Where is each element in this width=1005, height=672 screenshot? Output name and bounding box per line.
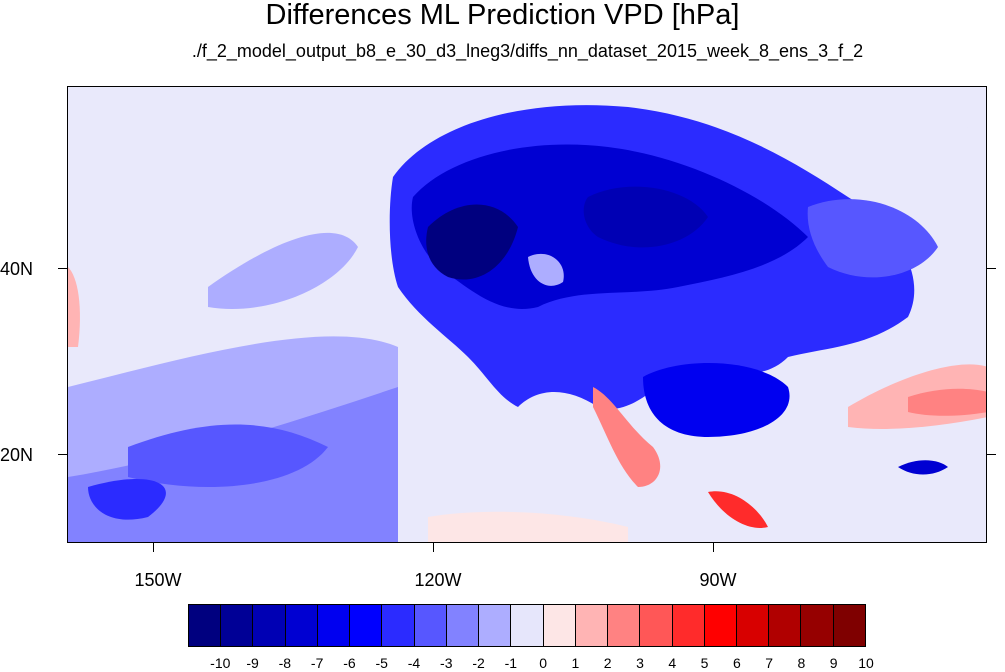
- lat-label-20n: 20N: [0, 445, 34, 465]
- colorbar-cell: [704, 605, 737, 646]
- northeast-blue: [807, 199, 938, 278]
- colorbar-label: -7: [310, 655, 324, 671]
- colorbar-cell: [608, 605, 641, 646]
- atlantic-red-band: [908, 388, 986, 416]
- colorbar-cell: [511, 605, 544, 646]
- colorbar-label: -3: [440, 655, 453, 671]
- colorbar-cell: [769, 605, 802, 646]
- colorbar-label: 7: [765, 655, 774, 671]
- colorbar-cell: [382, 605, 415, 646]
- colorbar-cell: [801, 605, 834, 646]
- lon-label-120w: 120W: [414, 570, 462, 590]
- tick-150w: [153, 543, 154, 552]
- pacific-blue-patch-b: [88, 478, 166, 520]
- tick-20n-right: [987, 454, 996, 455]
- west-edge-pink: [68, 267, 80, 347]
- colorbar-cell: [414, 605, 447, 646]
- colorbar-label: -5: [375, 655, 388, 671]
- colorbar-cell: [575, 605, 609, 646]
- colorbar-cell: [350, 605, 383, 646]
- colorbar-cell: [640, 605, 673, 646]
- colorbar-label: -1: [504, 655, 518, 671]
- mexico-red: [593, 387, 661, 487]
- colorbar-label: 2: [603, 655, 612, 671]
- colorbar-label: -8: [278, 655, 292, 671]
- colorbar-cell: [543, 605, 576, 646]
- colorbar-label: 4: [668, 655, 677, 671]
- colorbar-label: -10: [210, 655, 231, 671]
- tick-120w: [433, 543, 434, 552]
- colorbar-cell: [479, 605, 512, 646]
- central-america-red: [708, 491, 768, 528]
- colorbar-label: 9: [829, 655, 838, 671]
- lat-label-40n: 40N: [0, 259, 34, 279]
- map-subtitle: ./f_2_model_output_b8_e_30_d3_lneg3/diff…: [191, 41, 864, 61]
- colorbar-label: 1: [571, 655, 580, 671]
- colorbar-label: 0: [539, 655, 548, 671]
- tick-40n-right: [987, 268, 996, 269]
- gulf-blue: [643, 363, 790, 437]
- tick-20n: [58, 454, 67, 455]
- tick-40n: [58, 268, 67, 269]
- caribbean-blue-patch: [898, 460, 948, 475]
- pacific-light-patch: [208, 232, 358, 309]
- colorbar-label: 8: [797, 655, 806, 671]
- colorbar-cell: [253, 605, 286, 646]
- rocky-light-patch: [528, 253, 564, 286]
- colorbar-cell: [672, 605, 705, 646]
- colorbar-cell: [317, 605, 351, 646]
- colorbar-label: 6: [732, 655, 741, 671]
- south-pink-band: [428, 511, 628, 542]
- lon-label-90w: 90W: [699, 570, 737, 590]
- colorbar-cell: [189, 605, 222, 646]
- colorbar-label: -6: [343, 655, 356, 671]
- colorbar-cell: [285, 605, 318, 646]
- central-darkest-blue: [583, 186, 708, 248]
- colorbar-cell: [833, 605, 865, 646]
- map-field: [68, 87, 986, 542]
- map-title: Differences ML Prediction VPD [hPa]: [265, 0, 740, 31]
- colorbar-label: -9: [246, 655, 259, 671]
- pacific-blue-patch-a: [128, 424, 328, 487]
- west-darkest-blue: [426, 204, 518, 280]
- colorbar-cell: [736, 605, 770, 646]
- colorbar: [188, 604, 866, 647]
- north-band: [68, 87, 986, 130]
- colorbar-label: -2: [472, 655, 485, 671]
- colorbar-label: 3: [636, 655, 644, 671]
- map-plot: [67, 86, 987, 543]
- lon-label-150w: 150W: [134, 570, 182, 590]
- colorbar-label: -4: [407, 655, 421, 671]
- colorbar-cell: [446, 605, 480, 646]
- tick-90w: [713, 543, 714, 552]
- colorbar-label: 10: [858, 655, 874, 671]
- colorbar-label: 5: [700, 655, 709, 671]
- colorbar-cell: [221, 605, 254, 646]
